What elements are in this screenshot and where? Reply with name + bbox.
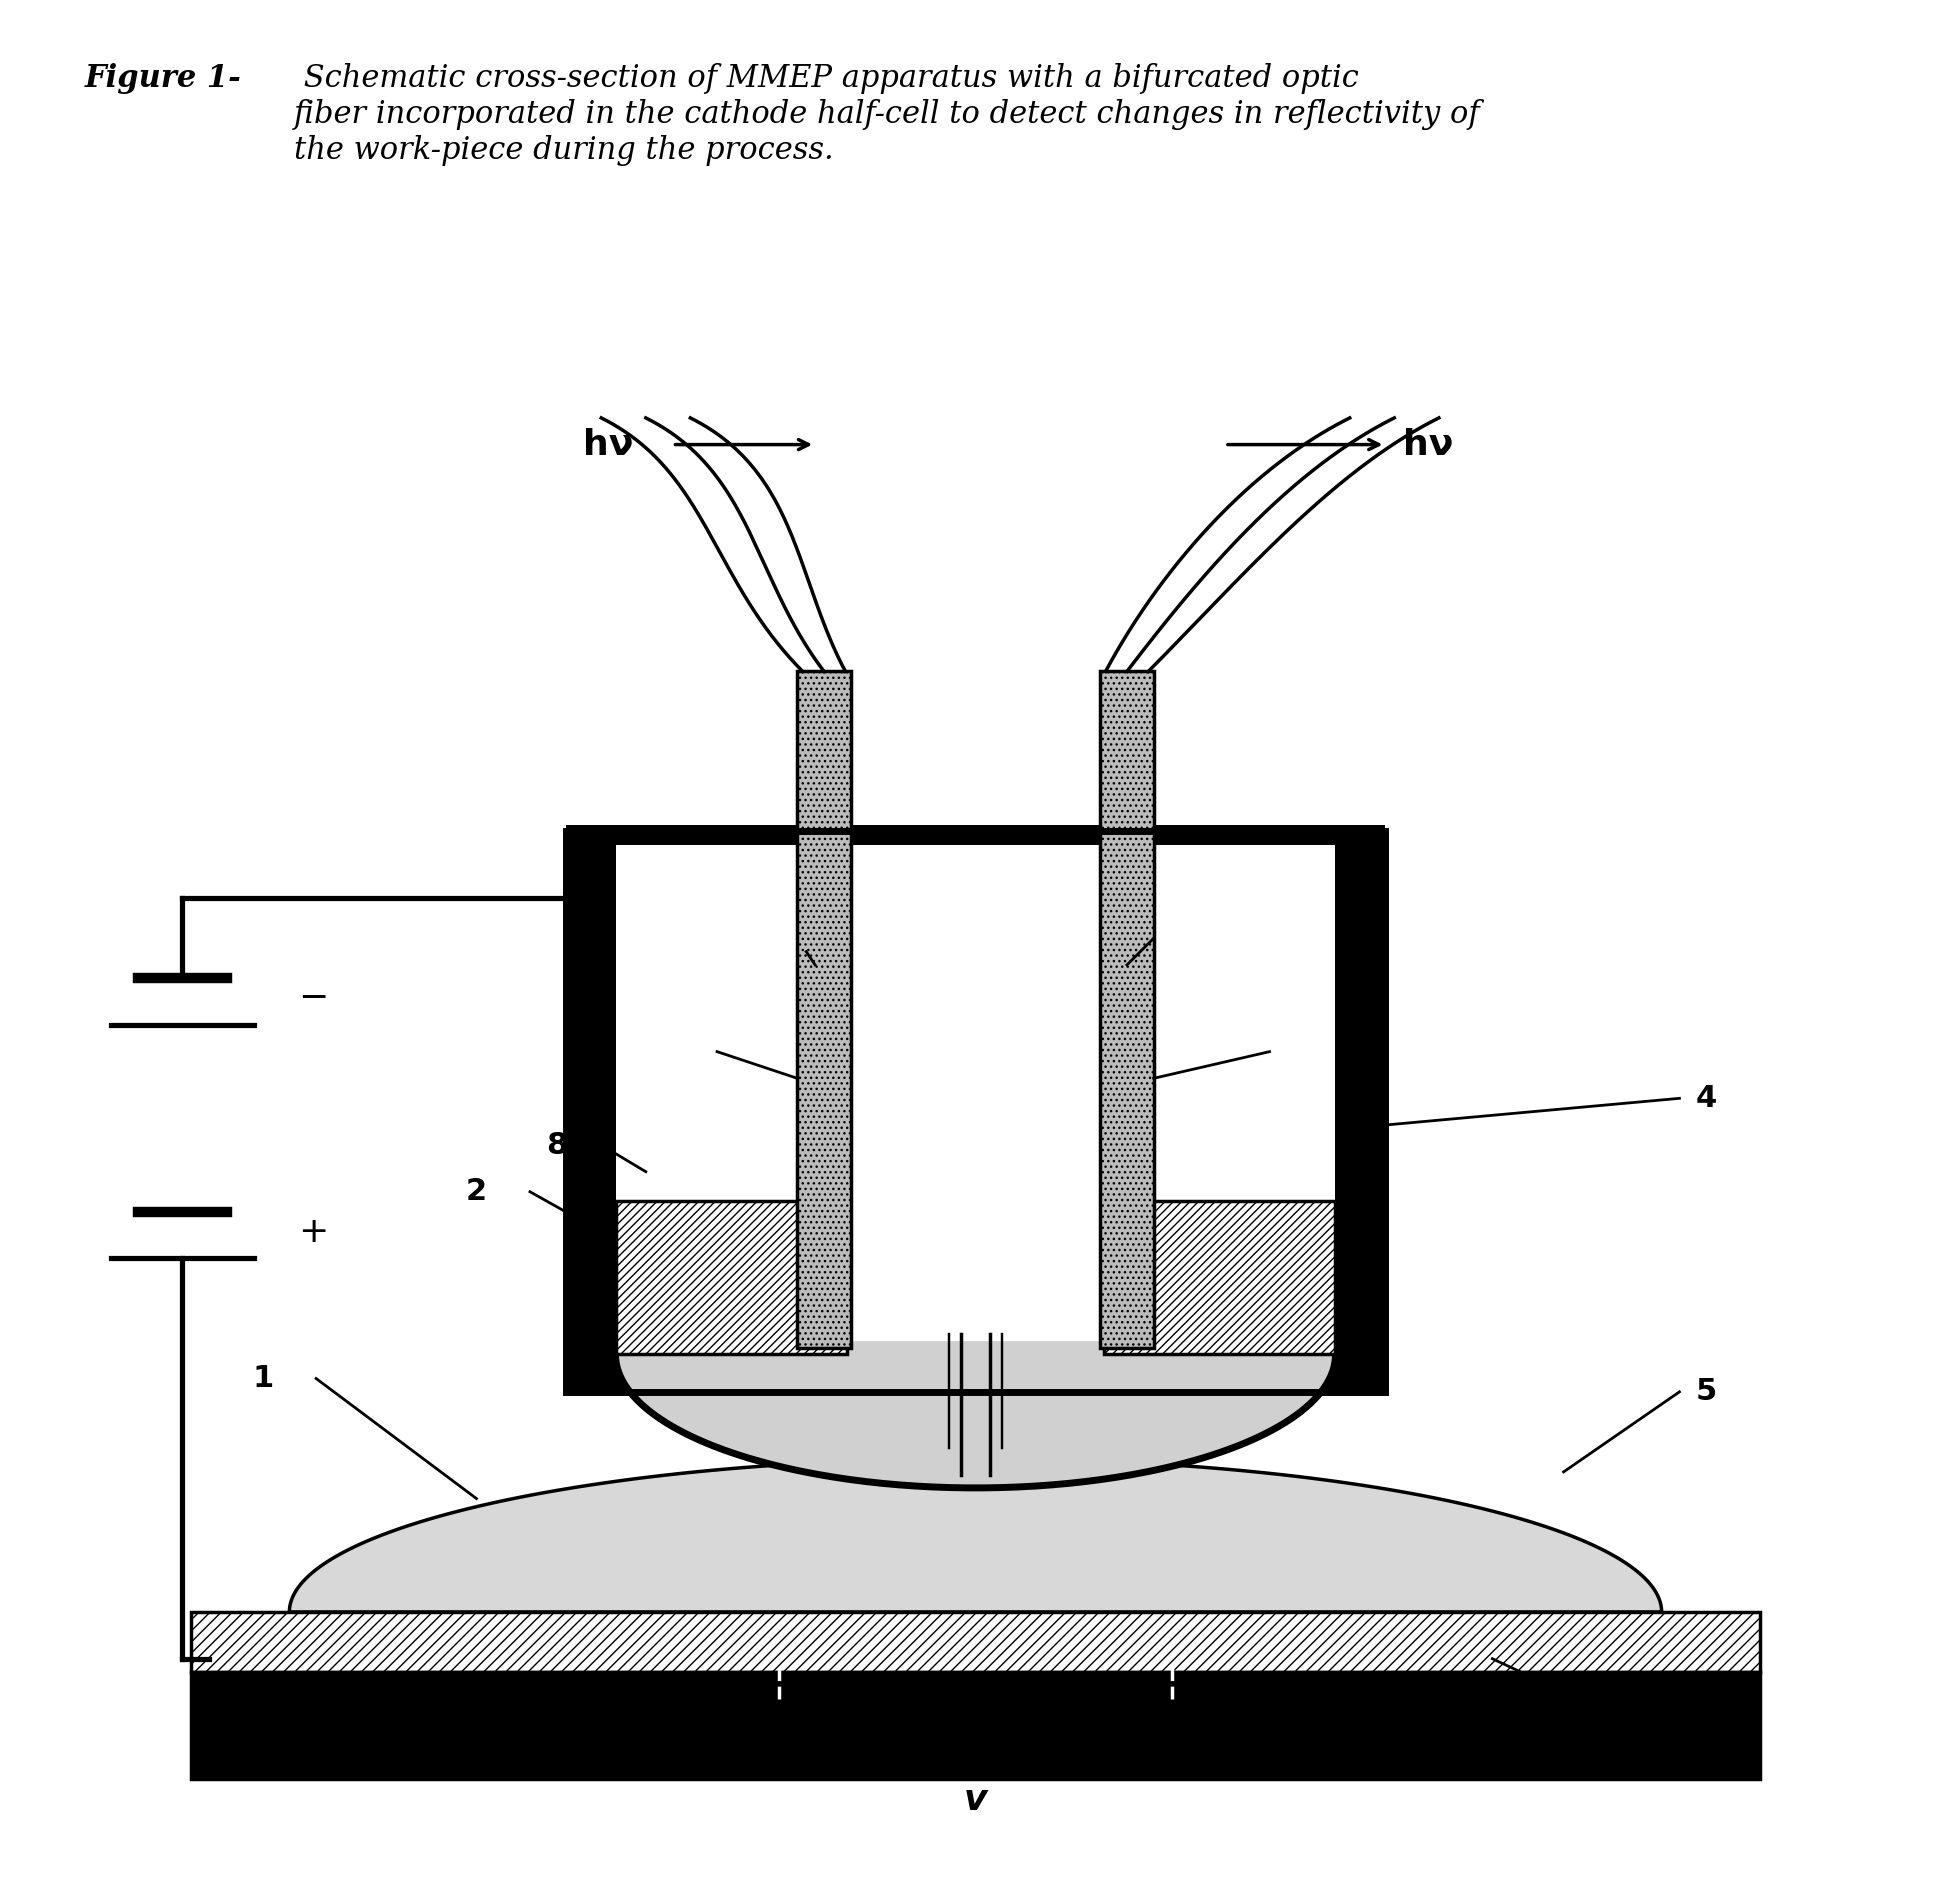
Text: 5: 5 [1695,1378,1717,1406]
Text: 3a: 3a [634,1037,675,1066]
Bar [566,825,798,844]
Bar [566,831,1385,1391]
Text: 10: 10 [1159,924,1202,952]
Bar [615,844,1336,1355]
Bar [191,1672,1760,1779]
Bar [1100,672,1153,1348]
Text: v: v [964,1783,987,1817]
Text: Figure 1-: Figure 1- [84,62,242,95]
Bar [566,831,1385,1391]
Text: Schematic cross-section of MMEP apparatus with a bifurcated optic
fiber incorpor: Schematic cross-section of MMEP apparatu… [295,62,1481,167]
Text: 8: 8 [546,1130,568,1160]
Text: hν: hν [583,428,634,462]
Bar [1153,825,1385,844]
Text: 6: 6 [1660,1690,1682,1721]
Text: A$_c$: A$_c$ [960,1683,991,1711]
Text: −: − [299,981,328,1015]
Bar [798,672,851,1348]
Polygon shape [615,1340,1336,1488]
Text: 2: 2 [466,1177,488,1206]
Bar [851,825,1100,844]
Text: 7: 7 [1580,1677,1602,1706]
Text: +: + [299,1215,328,1249]
Text: 1: 1 [252,1365,273,1393]
Bar [1104,1200,1336,1355]
Bar [191,1613,1760,1672]
Text: 9: 9 [751,937,773,965]
Text: 3b: 3b [1274,1037,1317,1066]
Text: 4: 4 [1695,1085,1717,1113]
Text: hν: hν [1403,428,1453,462]
Polygon shape [289,1460,1662,1613]
Bar [615,1200,847,1355]
